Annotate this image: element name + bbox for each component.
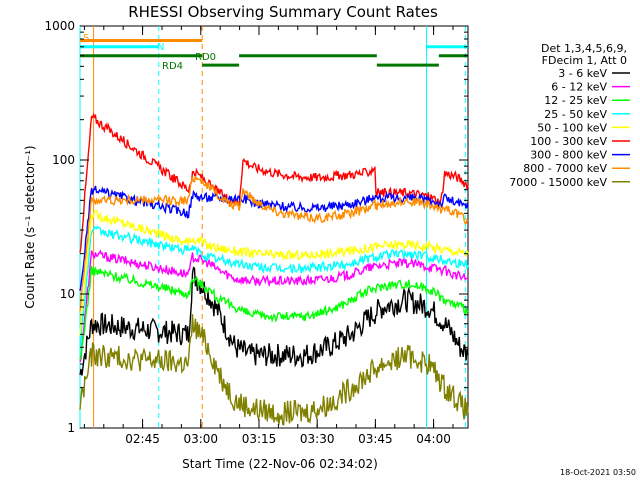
series-line-8 [79,314,469,426]
x-tick-label-5: 04:00 [416,432,451,446]
x-tick-label-4: 03:45 [358,432,393,446]
legend-header-line-1: Det 1,3,4,5,6,9, [541,42,627,55]
series-line-5 [79,112,469,253]
legend-entry-3: 25 - 50 keV [544,108,607,121]
series-lines [79,112,469,426]
vertical-markers [79,26,466,428]
x-tick-label-1: 03:00 [183,432,218,446]
x-axis-ticks: 02:45 03:00 03:15 03:30 03:45 04:00 [83,26,454,446]
legend-entry-7: 800 - 7000 keV [523,162,607,175]
state-label-rd4: RD4 [162,61,183,72]
legend-entry-8: 7000 - 15000 keV [509,176,607,189]
y-tick-label-100: 100 [52,153,75,167]
state-label-rd0: RD0 [195,52,216,63]
legend-entry-1: 6 - 12 keV [551,81,607,94]
series-line-4 [79,209,469,336]
legend-entry-2: 12 - 25 keV [544,94,607,107]
series-line-2 [79,265,469,361]
legend-header-line-2: FDecim 1, Att 0 [542,54,627,67]
state-label-s: S [83,33,89,44]
y-tick-label-1: 1 [67,421,75,435]
y-axis-ticks: 1 10 100 1000 [44,19,468,435]
x-tick-label-3: 03:30 [300,432,335,446]
legend: Det 1,3,4,5,6,9, FDecim 1, Att 0 3 - 6 k… [509,42,630,189]
legend-entry-6: 300 - 800 keV [530,149,607,162]
series-line-3 [79,225,469,351]
legend-entry-4: 50 - 100 keV [537,121,607,134]
legend-entry-0: 3 - 6 keV [558,67,607,80]
state-bars: S N RD0 RD4 [80,33,468,72]
y-axis-label: Count Rate (s⁻¹ detector⁻¹) [23,145,37,308]
state-label-n: N [157,42,164,53]
series-line-7 [79,175,469,312]
x-tick-label-2: 03:15 [242,432,277,446]
series-line-0 [79,266,469,376]
x-axis-label: Start Time (22-Nov-06 02:34:02) [182,457,378,471]
generation-timestamp: 18-Oct-2021 03:50 [560,468,636,477]
y-tick-label-1000: 1000 [44,19,75,33]
chart-title: RHESSI Observing Summary Count Rates [128,3,438,21]
x-tick-label-0: 02:45 [125,432,160,446]
series-line-1 [79,249,469,363]
y-tick-label-10: 10 [60,287,75,301]
legend-entry-5: 100 - 300 keV [530,135,607,148]
plot-area: S N RD0 RD4 1 10 100 1000 02:45 03:00 03:15 03:30… [44,19,469,446]
